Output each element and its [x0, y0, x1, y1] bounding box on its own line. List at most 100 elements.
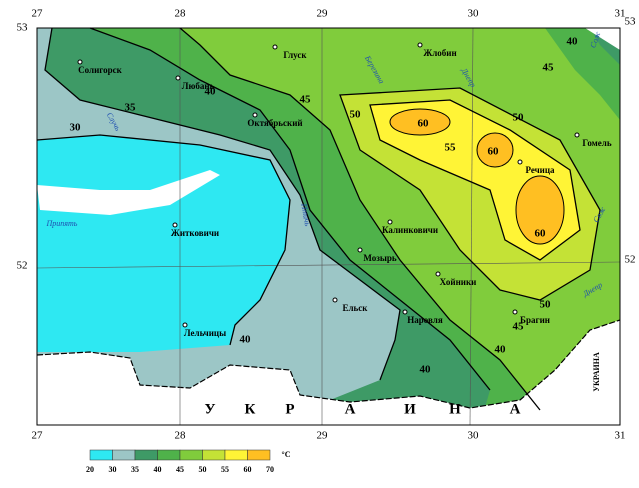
lat-label: 52: [625, 254, 636, 266]
contour-label: 45: [543, 62, 555, 74]
lon-label: 29: [317, 8, 329, 20]
legend-tick: 70: [266, 465, 274, 474]
country-letter: К: [245, 401, 256, 417]
contour-label: 40: [240, 334, 252, 346]
lon-label: 29: [317, 430, 329, 442]
contour-label: 60: [418, 118, 430, 130]
legend-tick: 40: [154, 465, 162, 474]
country-letter: А: [510, 401, 521, 417]
city-label: Любань: [182, 81, 215, 91]
city-marker: [574, 132, 580, 138]
contour-label: 40: [420, 364, 432, 376]
legend-tick: 50: [199, 465, 207, 474]
border: [36, 319, 621, 409]
lon-label: 31: [615, 8, 626, 20]
zone-60-70: [476, 132, 514, 168]
city-label: Брагин: [520, 315, 550, 325]
lon-label: 28: [175, 430, 187, 442]
lon-label: 31: [615, 430, 626, 442]
city-label: Житковичи: [171, 228, 219, 238]
city-label: Хойники: [440, 277, 477, 287]
lat-label: 53: [17, 22, 29, 34]
city-marker: [332, 297, 338, 303]
outside-border: [37, 320, 620, 425]
contour-label: 60: [535, 228, 547, 240]
city-label: Глуск: [283, 50, 307, 60]
lon-label: 28: [175, 8, 187, 20]
city-label: Речица: [525, 165, 555, 175]
lon-label: 27: [32, 8, 44, 20]
country-label: УКРАИНА: [592, 352, 601, 392]
city-marker: [357, 247, 363, 253]
river-label: Припять: [46, 219, 78, 228]
lake-area: [37, 170, 220, 215]
legend-tick: 45: [176, 465, 184, 474]
legend-tick: 30: [109, 465, 117, 474]
city-label: Октябрьский: [247, 118, 302, 128]
contour-label: 30: [70, 122, 82, 134]
country-letter: У: [204, 401, 215, 417]
city-marker: [182, 322, 188, 328]
contour-label: 50: [350, 109, 362, 121]
zone-35-40-blob: [405, 322, 445, 380]
legend-swatch: [247, 449, 271, 461]
city-marker: [387, 219, 393, 225]
legend-tick: 55: [221, 465, 229, 474]
map-frame: [36, 27, 621, 426]
country-letter: А: [345, 401, 356, 417]
contour-label: 40: [205, 86, 217, 98]
contour-label: 40: [567, 36, 579, 48]
zone-20-30: [37, 135, 290, 352]
river-label: Птичь: [299, 202, 312, 228]
country-letter: Р: [285, 401, 294, 417]
legend-swatch: [157, 449, 181, 461]
contour-label: 35: [125, 102, 137, 114]
legend-swatch: [89, 449, 113, 461]
city-label: Жлобин: [423, 48, 456, 58]
legend-swatch: [224, 449, 248, 461]
contour-label: 45: [513, 321, 525, 333]
legend-unit: °C: [282, 450, 291, 459]
lat-label: 53: [625, 16, 637, 28]
city-label: Ельск: [343, 303, 369, 313]
lon-label: 30: [468, 430, 480, 442]
zone-40-45: [545, 28, 620, 120]
country-letter: И: [404, 401, 416, 417]
contour-label: 50: [540, 299, 552, 311]
city-label: Лельчицы: [184, 328, 226, 338]
legend-tick: 60: [244, 465, 252, 474]
city-label: Мозырь: [363, 253, 397, 263]
contour-label: 60: [488, 146, 500, 158]
city-label: Гомель: [582, 138, 611, 148]
city-marker: [417, 42, 423, 48]
city-marker: [517, 159, 523, 165]
legend-tick: 35: [131, 465, 139, 474]
city-marker: [272, 44, 278, 50]
city-label: Солигорск: [78, 65, 122, 75]
city-marker: [77, 59, 83, 65]
contour-label: 50: [513, 112, 525, 124]
lat-label: 52: [17, 260, 28, 272]
city-marker: [512, 309, 518, 315]
outside-border: [585, 28, 620, 50]
contour-label: 45: [300, 94, 312, 106]
lon-label: 27: [32, 430, 44, 442]
city-marker: [252, 112, 258, 118]
lon-label: 30: [468, 8, 480, 20]
contour-label: 55: [445, 142, 457, 154]
city-marker: [172, 222, 178, 228]
city-marker: [435, 271, 441, 277]
legend-swatch: [202, 449, 226, 461]
city-label: Наровля: [407, 315, 443, 325]
contour-lines: [36, 27, 601, 411]
city-marker: [402, 309, 408, 315]
legend-swatch: [112, 449, 136, 461]
legend-swatch: [179, 449, 203, 461]
contour-label: 40: [495, 344, 507, 356]
legend-tick: 20: [86, 465, 94, 474]
city-label: Калинковичи: [382, 225, 438, 235]
zone-60-70: [515, 175, 565, 245]
city-marker: [175, 75, 181, 81]
zone-60-70: [389, 108, 451, 136]
